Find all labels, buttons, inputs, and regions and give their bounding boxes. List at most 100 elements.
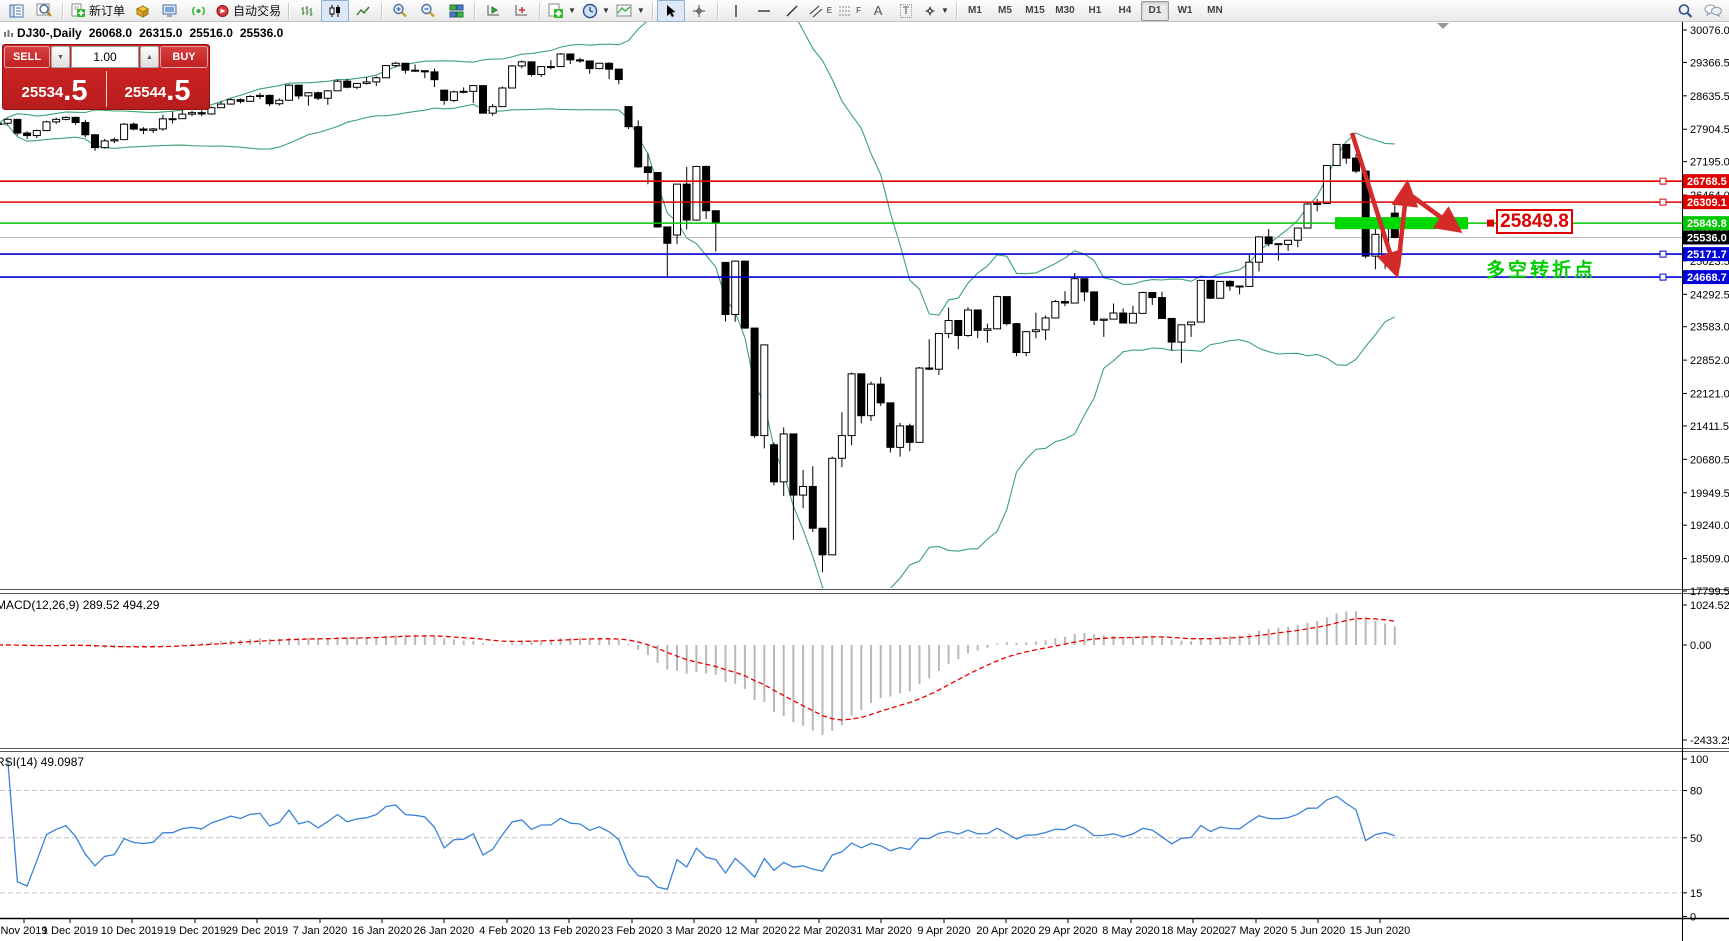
svg-text:19949.5: 19949.5: [1690, 488, 1729, 500]
candle: [566, 53, 575, 65]
zoom-in-button[interactable]: [386, 0, 414, 22]
svg-text:22121.0: 22121.0: [1690, 389, 1729, 401]
sell-button[interactable]: SELL: [4, 46, 50, 68]
svg-text:-2433.25: -2433.25: [1690, 735, 1729, 747]
price-tag: 25536.0: [1683, 230, 1729, 245]
rsi-line: [7, 758, 1396, 891]
sell-price-main: 25534: [21, 84, 64, 101]
volume-up-button[interactable]: ▲: [140, 46, 159, 68]
candle: [110, 137, 119, 144]
text-button[interactable]: A: [864, 0, 892, 22]
dropdown-arrow-icon: ▼: [636, 6, 645, 15]
tile-windows-button[interactable]: [442, 0, 470, 22]
candle: [178, 109, 187, 120]
candle: [1284, 239, 1293, 251]
sell-price-button[interactable]: 25534 .5: [3, 69, 106, 109]
hline-26768.5[interactable]: [0, 177, 1682, 185]
candle: [595, 62, 604, 70]
svg-text:26 Jan 2020: 26 Jan 2020: [414, 925, 475, 937]
auto-trading-button[interactable]: 自动交易: [212, 0, 284, 22]
trendline-button[interactable]: [778, 0, 806, 22]
candle: [372, 76, 381, 87]
timeframe-H1[interactable]: H1: [1088, 5, 1102, 16]
rsi-label: RSI(14) 49.0987: [0, 755, 85, 769]
crosshair-button[interactable]: [685, 0, 713, 22]
signals-button[interactable]: [184, 0, 212, 22]
chat-icon: [1704, 4, 1722, 18]
chart-shift-marker: [1437, 23, 1449, 29]
cursor-button[interactable]: [656, 0, 685, 22]
text-label-button[interactable]: T: [892, 0, 920, 22]
line-chart-button[interactable]: [349, 0, 377, 22]
candle: [1090, 291, 1099, 326]
candle: [721, 261, 730, 322]
bollinger-lower: [0, 103, 1396, 588]
timeframe-M30[interactable]: M30: [1055, 5, 1075, 16]
timeframe-D1[interactable]: D1: [1140, 0, 1169, 21]
channel-button[interactable]: E: [806, 0, 835, 22]
toolbar-separator: [381, 2, 383, 19]
timeframe-M15[interactable]: M15: [1025, 5, 1045, 16]
candle: [760, 344, 769, 449]
volume-down-button[interactable]: ▼: [51, 46, 70, 68]
svg-text:27904.5: 27904.5: [1690, 124, 1729, 136]
arrows-button[interactable]: ▼: [920, 0, 952, 22]
candlestick-chart-button[interactable]: [321, 0, 350, 22]
buy-button[interactable]: BUY: [160, 46, 208, 68]
candle: [149, 128, 158, 134]
indicators-button[interactable]: ▼: [544, 0, 579, 22]
candle: [964, 307, 972, 337]
timeframe-M5[interactable]: M5: [998, 5, 1012, 16]
trade-panel-divider: [106, 71, 107, 107]
svg-text:26309.1: 26309.1: [1687, 197, 1727, 209]
price-tag: 26309.1: [1683, 195, 1729, 210]
bar-chart-button[interactable]: [293, 0, 321, 22]
auto-scroll-button[interactable]: [479, 0, 507, 22]
candle: [333, 79, 342, 92]
candle: [692, 165, 701, 221]
fibonacci-button[interactable]: F: [835, 0, 864, 22]
hline-26309.1[interactable]: [0, 198, 1682, 206]
timeframe-W1[interactable]: W1: [1177, 5, 1193, 16]
terminal-button[interactable]: [156, 0, 184, 22]
new-order-button[interactable]: 新订单: [67, 0, 128, 22]
hline-25171.7[interactable]: [0, 250, 1682, 258]
candle: [896, 422, 905, 457]
hline-24668.7[interactable]: [0, 273, 1682, 281]
candle: [217, 101, 226, 109]
candle: [673, 183, 681, 245]
buy-price-button[interactable]: 25544 .5: [106, 69, 209, 109]
timeframe-H4[interactable]: H4: [1118, 5, 1132, 16]
candle: [285, 84, 293, 101]
svg-text:27 May 2020: 27 May 2020: [1224, 925, 1288, 937]
vertical-line-button[interactable]: [722, 0, 750, 22]
search-button[interactable]: [1671, 0, 1699, 22]
periods-button[interactable]: ▼: [579, 0, 613, 22]
trend-arrows[interactable]: [1349, 132, 1463, 279]
data-window-button[interactable]: [30, 0, 58, 22]
volume-input[interactable]: 1.00: [71, 46, 139, 68]
history-center-button[interactable]: [128, 0, 156, 22]
chinese-annotation[interactable]: 多空转折点: [1486, 260, 1597, 281]
zoom-out-button[interactable]: [414, 0, 442, 22]
candle: [1167, 317, 1176, 351]
candle: [246, 95, 255, 103]
svg-text:8 May 2020: 8 May 2020: [1102, 925, 1159, 937]
templates-button[interactable]: ▼: [613, 0, 648, 22]
chart-shift-button[interactable]: [507, 0, 535, 22]
toolbar-separator: [474, 2, 476, 19]
candle: [236, 98, 245, 104]
market-watch-button[interactable]: [2, 0, 30, 22]
timeframe-MN[interactable]: MN: [1207, 5, 1223, 16]
horizontal-line-button[interactable]: [750, 0, 778, 22]
timeframe-M1[interactable]: M1: [968, 5, 982, 16]
candlestick-icon: [329, 4, 341, 17]
candle: [605, 62, 614, 80]
candle: [537, 66, 546, 77]
candle: [905, 423, 914, 452]
chat-button[interactable]: [1699, 0, 1727, 22]
candle: [391, 61, 400, 68]
candle: [120, 123, 129, 141]
price-callout[interactable]: 25849.8: [1496, 209, 1573, 234]
